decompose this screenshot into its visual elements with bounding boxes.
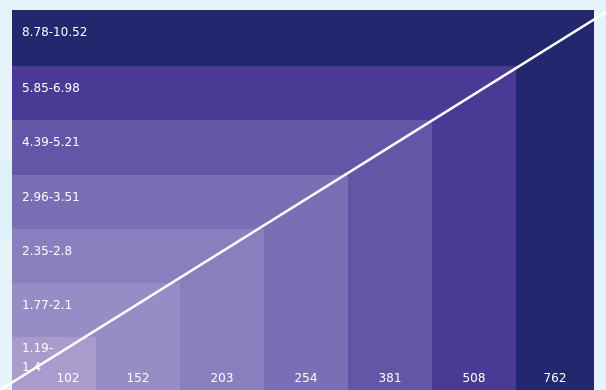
row-label-0: 1.19- [22,341,53,355]
row-label-1: 1.77-2.1 [22,298,72,312]
col-label-4: 381 [379,371,402,385]
row-label-3: 2.96-3.51 [22,190,80,204]
row-label-0-cont: 1.4 [22,360,41,374]
col-label-0: 102 [57,371,80,385]
col-label-2: 203 [211,371,234,385]
col-label-5: 508 [463,371,486,385]
col-label-6: 762 [544,371,567,385]
col-label-1: 152 [127,371,150,385]
col-label-3: 254 [295,371,318,385]
row-label-2: 2.35-2.8 [22,244,72,258]
row-label-4: 4.39-5.21 [22,135,80,149]
row-label-6: 8.78-10.52 [22,25,87,39]
heatmap-band-0 [12,337,96,390]
row-label-5: 5.85-6.98 [22,81,80,95]
diagonal-line [0,10,606,390]
